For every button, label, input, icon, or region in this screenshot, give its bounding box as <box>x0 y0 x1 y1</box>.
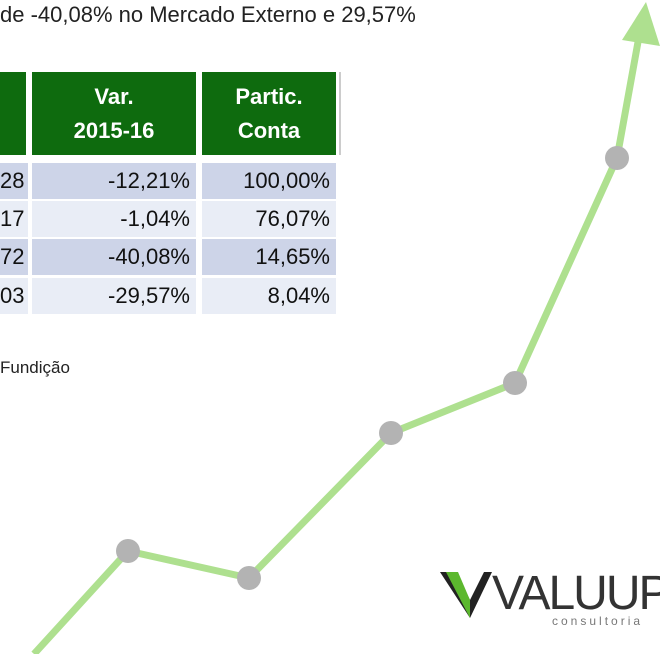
header-text: Var. <box>94 83 134 109</box>
dot <box>237 566 261 590</box>
header-cell: Var. 2015-16 <box>32 72 196 155</box>
arrow-head <box>622 2 660 46</box>
table-cell: -1,04% <box>32 201 196 237</box>
footnote: Fundição <box>0 358 70 377</box>
table-cell: 17 <box>0 201 28 237</box>
table-cell: 76,07% <box>202 201 336 237</box>
logo-v-green <box>446 572 470 618</box>
table-cell: -29,57% <box>32 278 196 314</box>
header-text: 2015-16 <box>73 117 155 143</box>
table-cell: -40,08% <box>32 239 196 275</box>
logo-tagline: consultoria <box>552 614 644 628</box>
dots <box>116 146 629 590</box>
dot <box>605 146 629 170</box>
table-cell: -12,21% <box>32 163 196 199</box>
dot <box>503 371 527 395</box>
table-cell: 14,65% <box>202 239 336 275</box>
logo-name: VALUUP <box>492 567 660 620</box>
table-cell: 03 <box>0 278 28 314</box>
header-cell <box>0 72 26 155</box>
header-text: Conta <box>237 117 301 143</box>
dot <box>379 421 403 445</box>
header-cell: Partic. Conta <box>202 72 336 155</box>
table-cell: 72 <box>0 239 28 275</box>
header-text: Partic. <box>235 83 303 109</box>
table-cell: 28 <box>0 163 28 199</box>
table-cell: 8,04% <box>202 278 336 314</box>
table-cell: 100,00% <box>202 163 336 199</box>
intro-text: de -40,08% no Mercado Externo e 29,57% <box>0 2 416 27</box>
dot <box>116 539 140 563</box>
